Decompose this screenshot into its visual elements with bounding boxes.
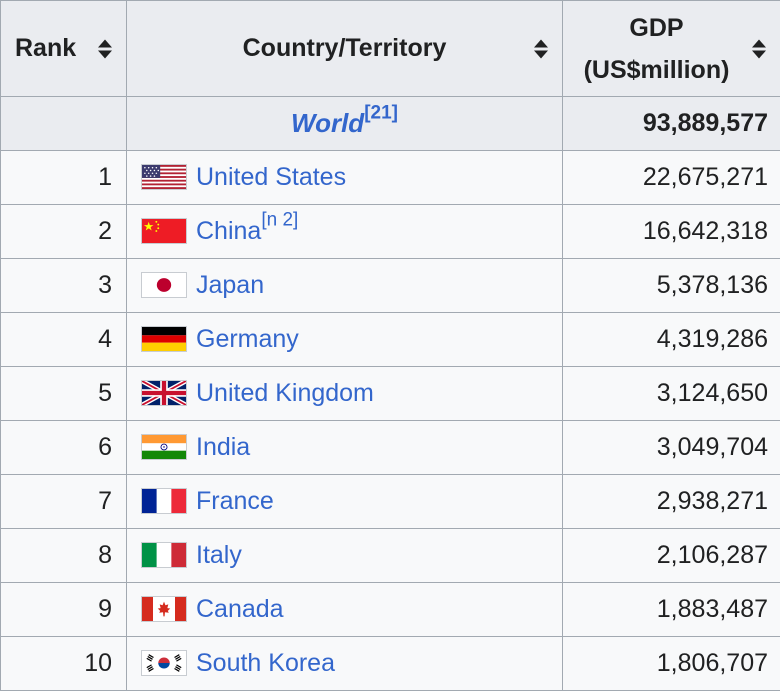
country-cell: United Kingdom (127, 367, 563, 421)
table-row: 6 India 3,049,704 (1, 421, 780, 475)
table-row: 3 Japan 5,378,136 (1, 259, 780, 313)
gdp-header-label-line1: GDP (629, 7, 683, 49)
country-link[interactable]: Japan (196, 271, 264, 299)
country-link[interactable]: United Kingdom (196, 379, 374, 407)
gdp-cell: 1,883,487 (563, 583, 780, 637)
ref-link[interactable]: [n 2] (261, 210, 298, 231)
table-row: 9 Canada 1,883,487 (1, 583, 780, 637)
italy-flag-icon[interactable] (141, 542, 187, 568)
sort-icon[interactable] (534, 39, 548, 58)
canada-flag-icon[interactable] (141, 596, 187, 622)
country-cell: Japan (127, 259, 563, 313)
country-cell: South Korea (127, 637, 563, 691)
germany-flag-icon[interactable] (141, 326, 187, 352)
gdp-cell: 1,806,707 (563, 637, 780, 691)
us-flag-icon[interactable] (141, 164, 187, 190)
world-gdp: 93,889,577 (563, 97, 780, 151)
country-cell: Canada (127, 583, 563, 637)
country-link[interactable]: United States (196, 163, 346, 191)
table-row: 4 Germany 4,319,286 (1, 313, 780, 367)
country-link[interactable]: France (196, 487, 274, 515)
china-flag-icon[interactable] (141, 218, 187, 244)
rank-cell: 1 (1, 151, 127, 205)
rank-cell: 5 (1, 367, 127, 421)
sort-icon[interactable] (752, 39, 766, 58)
table-row: 7 France 2,938,271 (1, 475, 780, 529)
header-row: Rank Country/Territory GDP (US$million) (1, 1, 780, 97)
country-link[interactable]: India (196, 433, 250, 461)
france-flag-icon[interactable] (141, 488, 187, 514)
gdp-cell: 3,124,650 (563, 367, 780, 421)
japan-flag-icon[interactable] (141, 272, 187, 298)
rank-cell: 3 (1, 259, 127, 313)
table-row: 10 South Korea 1,806,707 (1, 637, 780, 691)
world-ref-link[interactable]: [21] (364, 103, 398, 124)
country-cell: France (127, 475, 563, 529)
country-cell: China[n 2] (127, 205, 563, 259)
table-row: 2 China[n 2] 16,642,318 (1, 205, 780, 259)
gdp-header-label-line2: (US$million) (584, 49, 730, 91)
gdp-cell: 4,319,286 (563, 313, 780, 367)
table-row: 1 (1, 151, 780, 205)
country-cell: Germany (127, 313, 563, 367)
rank-cell: 4 (1, 313, 127, 367)
uk-flag-icon[interactable] (141, 380, 187, 406)
gdp-cell: 16,642,318 (563, 205, 780, 259)
world-country-cell: World[21] (127, 97, 563, 151)
rank-cell: 10 (1, 637, 127, 691)
rank-cell: 2 (1, 205, 127, 259)
gdp-cell: 3,049,704 (563, 421, 780, 475)
rank-cell: 6 (1, 421, 127, 475)
country-link[interactable]: Italy (196, 541, 242, 569)
country-cell: India (127, 421, 563, 475)
rank-header-label: Rank (15, 34, 76, 63)
sort-icon[interactable] (98, 39, 112, 58)
country-link[interactable]: China (196, 217, 261, 245)
world-rank-cell (1, 97, 127, 151)
table-row: 5 United Kingdom 3,124,650 (1, 367, 780, 421)
world-link[interactable]: World (291, 108, 364, 138)
gdp-cell: 5,378,136 (563, 259, 780, 313)
country-cell: Italy (127, 529, 563, 583)
country-link[interactable]: South Korea (196, 649, 335, 677)
country-cell: United States (127, 151, 563, 205)
country-header[interactable]: Country/Territory (127, 1, 563, 97)
gdp-cell: 22,675,271 (563, 151, 780, 205)
country-link[interactable]: Canada (196, 595, 284, 623)
table-row: 8 Italy 2,106,287 (1, 529, 780, 583)
rank-header[interactable]: Rank (1, 1, 127, 97)
gdp-header[interactable]: GDP (US$million) (563, 1, 780, 97)
south-korea-flag-icon[interactable] (141, 650, 187, 676)
rank-cell: 9 (1, 583, 127, 637)
country-link[interactable]: Germany (196, 325, 299, 353)
world-row: World[21] 93,889,577 (1, 97, 780, 151)
rank-cell: 7 (1, 475, 127, 529)
gdp-cell: 2,938,271 (563, 475, 780, 529)
rank-cell: 8 (1, 529, 127, 583)
gdp-cell: 2,106,287 (563, 529, 780, 583)
country-header-label: Country/Territory (243, 34, 447, 63)
india-flag-icon[interactable] (141, 434, 187, 460)
